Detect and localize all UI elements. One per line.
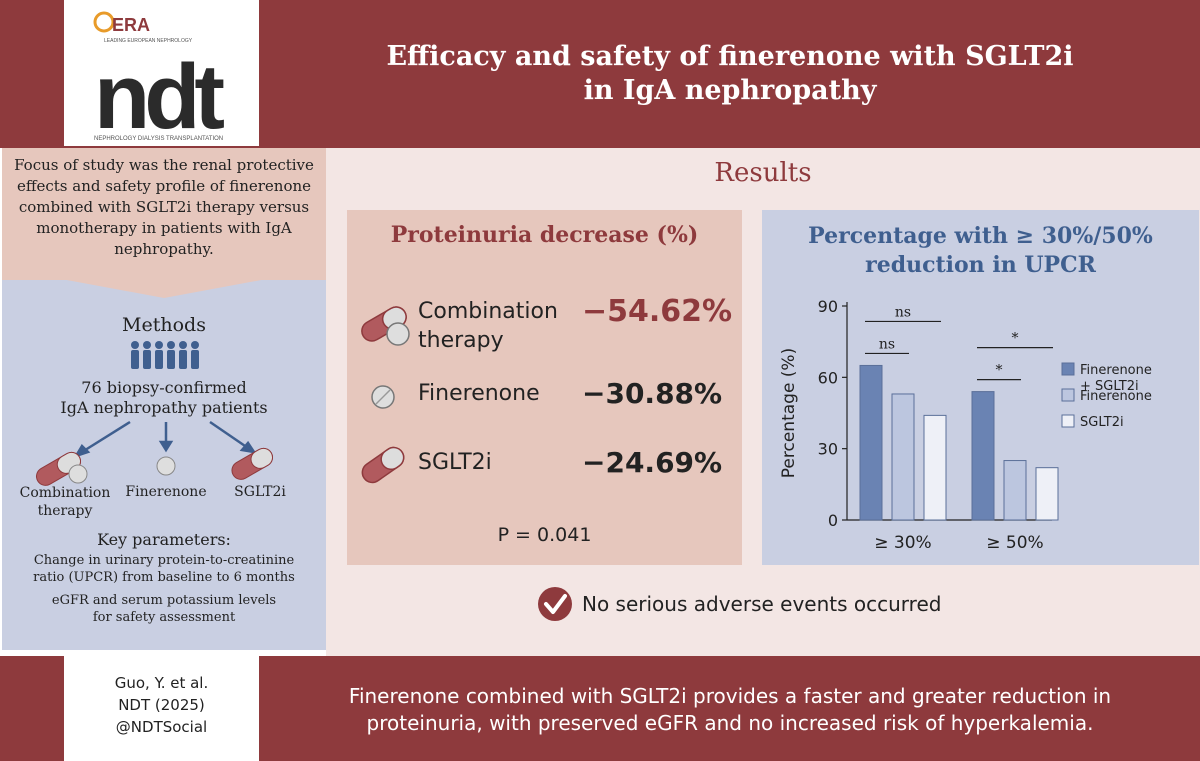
sglt2i-pill-icon <box>231 447 273 480</box>
bar-ge50-series-2 <box>1003 460 1027 521</box>
group-combination-label: Combination therapy <box>19 485 111 519</box>
citation-authors: Guo, Y. et al. <box>114 674 209 692</box>
key-line-4: for safety assessment <box>92 610 236 625</box>
row-finerenone-label: Finerenone <box>418 381 540 406</box>
row-finerenone-value: −30.88% <box>582 377 723 410</box>
proteinuria-panel <box>347 210 742 565</box>
ndt-logo: ERA LEADING EUROPEAN NEPHROLOGY ndt NEPH… <box>64 0 259 148</box>
bar-ge30-series-3 <box>923 414 947 521</box>
finerenone-tablet-icon <box>156 456 176 476</box>
y-tick-label: 90 <box>818 297 838 316</box>
era-swirl-icon <box>93 11 115 33</box>
combination-tablet-icon <box>68 464 88 484</box>
y-axis-label: Percentage (%) <box>779 348 799 478</box>
infographic-title: Efficacy and safety of finerenone with S… <box>300 40 1160 108</box>
patients-icon <box>131 341 199 369</box>
conclusion-text: Finerenone combined with SGLT2i provides… <box>270 683 1190 737</box>
legend-swatch <box>1061 414 1075 428</box>
row-combination-value: −54.62% <box>582 294 733 329</box>
key-parameters-title: Key parameters: <box>97 530 231 549</box>
y-tick-label: 0 <box>828 511 838 530</box>
legend-label: SGLT2i <box>1080 415 1124 430</box>
key-parameters-upcr: Change in urinary protein-to-creatinine … <box>2 552 326 586</box>
legend-label: Finerenone <box>1080 389 1152 404</box>
focus-panel <box>2 148 326 280</box>
row-sglt2i-label: SGLT2i <box>418 450 492 475</box>
conclusion-line-1: Finerenone combined with SGLT2i provides… <box>348 684 1112 708</box>
patients-text: 76 biopsy-confirmed IgA nephropathy pati… <box>2 378 326 418</box>
key-line-3: eGFR and serum potassium levels <box>51 593 277 608</box>
y-tick-label: 30 <box>818 440 838 459</box>
group-finerenone-label: Finerenone <box>125 484 207 500</box>
x-category-label: ≥ 30% <box>874 533 931 553</box>
citation-text: Guo, Y. et al. NDT (2025) @NDTSocial <box>64 672 259 738</box>
logo-subtitle: NEPHROLOGY DIALYSIS TRANSPLANTATION <box>94 136 223 142</box>
focus-arrow <box>2 268 326 298</box>
title-line-2: in IgA nephropathy <box>583 75 877 106</box>
legend-swatch <box>1061 388 1075 402</box>
key-line-1: Change in urinary protein-to-creatinine <box>33 553 295 568</box>
group-sglt2i-label: SGLT2i <box>234 484 286 500</box>
legend-swatch <box>1061 362 1075 376</box>
row-sglt2i-value: −24.69% <box>582 446 723 479</box>
legend-label: Finerenone <box>1080 363 1152 378</box>
patients-line-2: IgA nephropathy patients <box>60 398 268 417</box>
combination-pills-icon <box>361 306 410 346</box>
combination-label-line-1: Combination <box>418 299 558 324</box>
finerenone-pill-icon <box>371 385 395 409</box>
combination-label-line-2: therapy <box>418 328 504 353</box>
citation-journal: NDT (2025) <box>118 696 205 714</box>
citation-social-handle: @NDTSocial <box>115 718 208 736</box>
significance-label: * <box>1012 331 1019 347</box>
bar-ge30-series-2 <box>891 393 915 521</box>
key-line-2: ratio (UPCR) from baseline to 6 months <box>33 570 295 585</box>
group-arrows-and-pills <box>36 420 273 486</box>
arrow-right-icon <box>209 420 249 450</box>
focus-text: Focus of study was the renal protective … <box>14 156 314 258</box>
citation-box <box>64 656 259 761</box>
safety-statement: No serious adverse events occurred <box>582 592 942 616</box>
chart-title-line-2: reduction in UPCR <box>865 252 1096 278</box>
significance-label: ns <box>895 304 911 320</box>
significance-label: ns <box>879 336 895 352</box>
row-combination-label: Combination therapy <box>418 297 558 355</box>
results-title: Results <box>714 158 812 188</box>
conclusion-line-2: proteinuria, with preserved eGFR and no … <box>366 711 1094 735</box>
bar-ge30-series-1 <box>859 364 883 521</box>
title-line-1: Efficacy and safety of finerenone with S… <box>386 41 1074 72</box>
arrow-left-icon <box>81 420 131 454</box>
y-tick-label: 60 <box>818 368 838 387</box>
x-category-label: ≥ 50% <box>986 533 1043 553</box>
bar-ge50-series-1 <box>971 391 995 521</box>
chart-title: Percentage with ≥ 30%/50% reduction in U… <box>762 222 1199 280</box>
significance-label: * <box>996 363 1003 379</box>
patients-line-1: 76 biopsy-confirmed <box>81 378 247 397</box>
legend-label-line-2: + SGLT2i <box>1080 379 1139 394</box>
checkmark-icon <box>538 587 572 621</box>
logo-tagline: LEADING EUROPEAN NEPHROLOGY <box>104 38 193 44</box>
key-parameters-safety: eGFR and serum potassium levels for safe… <box>2 592 326 626</box>
p-value: P = 0.041 <box>497 524 592 546</box>
logo-ndt-text: ndt <box>94 46 224 146</box>
chart-title-line-1: Percentage with ≥ 30%/50% <box>808 223 1153 249</box>
bar-ge50-series-3 <box>1035 467 1059 521</box>
sglt2i-pill-icon-result <box>361 446 405 484</box>
proteinuria-title: Proteinuria decrease (%) <box>390 222 699 248</box>
logo-era-text: ERA <box>112 15 150 35</box>
methods-title: Methods <box>122 314 206 336</box>
